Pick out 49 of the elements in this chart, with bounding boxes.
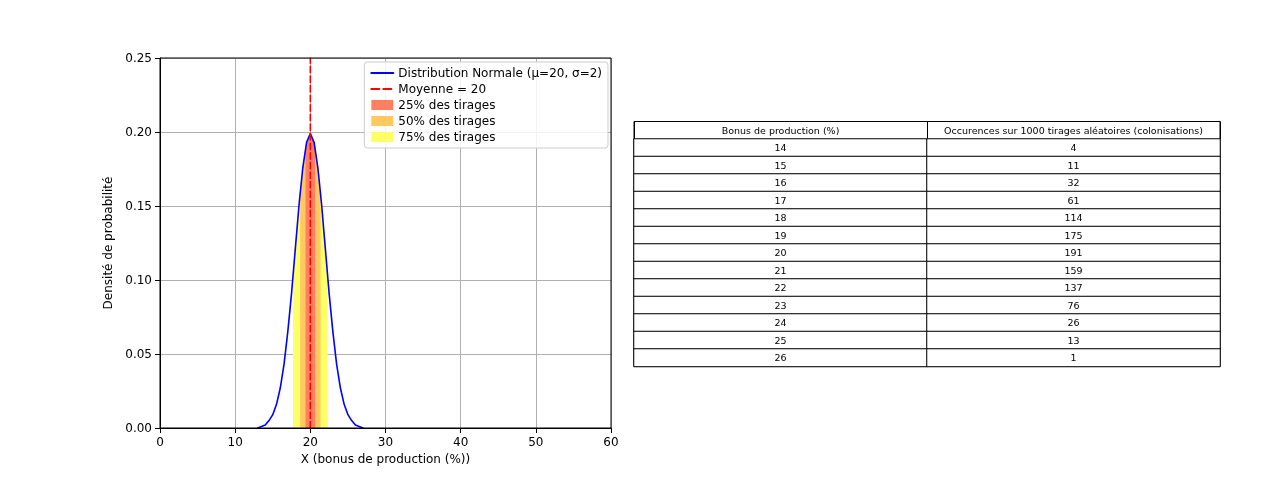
x-axis-title: X (bonus de production (%)) bbox=[300, 451, 471, 466]
data-label: 23 bbox=[774, 299, 787, 311]
data-label: 15 bbox=[774, 159, 787, 171]
data-label: 24 bbox=[774, 317, 787, 329]
data-label: 13 bbox=[1067, 334, 1080, 346]
y-tick-label: 0.10 bbox=[125, 273, 152, 287]
data-label: 14 bbox=[774, 142, 787, 154]
y-tick-label: 0.25 bbox=[125, 51, 152, 65]
data-label: 175 bbox=[1064, 229, 1083, 241]
x-tick-label: Occurences sur 1000 tirages aléatoires (colonisations) bbox=[944, 124, 1203, 136]
data-label: 26 bbox=[1067, 317, 1080, 329]
legend-label: Moyenne = 20 bbox=[398, 82, 487, 96]
x-tick-label: 30 bbox=[377, 435, 394, 449]
y-tick-label: 0.00 bbox=[125, 421, 152, 435]
data-label: 11 bbox=[1067, 159, 1080, 171]
data-label: 19 bbox=[774, 229, 787, 241]
y-axis-title: Densité de probabilité bbox=[101, 176, 116, 310]
legend-label: 50% des tirages bbox=[398, 114, 496, 128]
data-label: 114 bbox=[1064, 212, 1083, 224]
line-series bbox=[256, 132, 364, 429]
data-label: 32 bbox=[1067, 177, 1080, 189]
data-label: 16 bbox=[774, 177, 787, 189]
data-label: 22 bbox=[774, 282, 787, 294]
x-tick-label: 0 bbox=[156, 435, 164, 449]
data-label: 26 bbox=[774, 352, 787, 364]
data-label: 18 bbox=[774, 212, 787, 224]
y-tick-label: 0.20 bbox=[125, 125, 152, 139]
data-label: 20 bbox=[774, 247, 787, 259]
x-tick-label: 20 bbox=[302, 435, 318, 449]
data-label: 25 bbox=[774, 334, 787, 346]
data-label: 1 bbox=[1070, 352, 1077, 364]
data-label: 17 bbox=[774, 194, 787, 206]
x-tick-label: 60 bbox=[603, 435, 619, 449]
y-tick-label: 0.15 bbox=[125, 199, 152, 213]
legend-label: Distribution Normale (μ=20, σ=2) bbox=[398, 66, 602, 80]
x-tick-label: 10 bbox=[227, 435, 243, 449]
x-tick-label: 40 bbox=[453, 435, 469, 449]
data-label: 191 bbox=[1064, 247, 1083, 259]
x-tick-label: 50 bbox=[528, 435, 544, 449]
legend-label: 75% des tirages bbox=[398, 130, 496, 144]
data-label: 76 bbox=[1067, 299, 1080, 311]
data-label: 61 bbox=[1067, 194, 1080, 206]
data-label: 21 bbox=[774, 264, 787, 276]
legend-label: 25% des tirages bbox=[398, 98, 496, 112]
data-label: 159 bbox=[1064, 264, 1083, 276]
x-tick-label: Bonus de production (%) bbox=[721, 124, 840, 136]
data-label: 137 bbox=[1064, 282, 1083, 294]
y-tick-label: 0.05 bbox=[125, 347, 152, 361]
data-label: 4 bbox=[1070, 142, 1077, 154]
